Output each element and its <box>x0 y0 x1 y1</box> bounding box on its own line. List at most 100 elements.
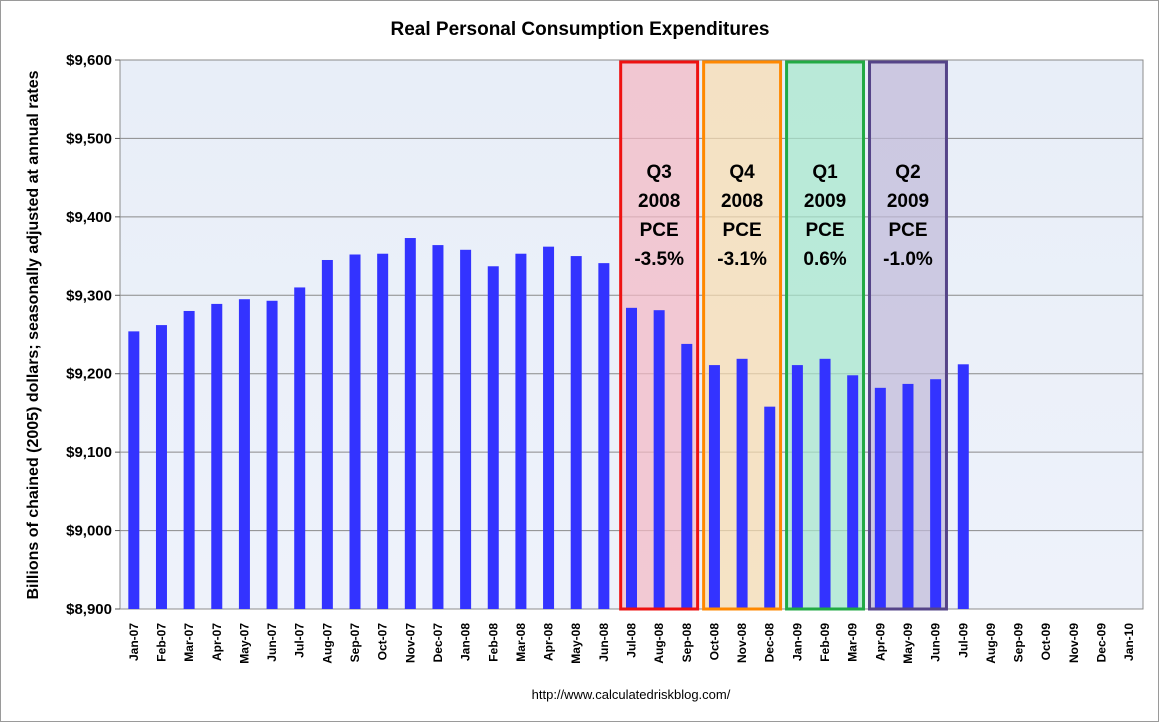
x-tick-label: Feb-07 <box>154 623 168 662</box>
x-tick-label: Jul-07 <box>293 623 307 658</box>
bar-mar-09 <box>847 375 859 609</box>
x-tick-label: Jul-09 <box>956 623 970 658</box>
y-tick-label: $9,300 <box>66 287 112 304</box>
source-url: http://www.calculatedriskblog.com/ <box>532 687 731 702</box>
bar-feb-08 <box>487 266 499 609</box>
x-tick-label: Feb-09 <box>818 623 832 662</box>
bar-jul-09 <box>957 364 969 609</box>
region-q4-2008-change: -3.1% <box>717 249 767 270</box>
bar-apr-07 <box>211 303 223 609</box>
region-q2-2009-year: 2009 <box>887 191 929 212</box>
x-tick-label: Jan-08 <box>459 623 473 661</box>
x-tick-label: May-07 <box>237 623 251 664</box>
x-tick-label: Mar-08 <box>514 623 528 662</box>
y-tick-label: $9,500 <box>66 130 112 147</box>
bar-jun-07 <box>266 300 278 609</box>
x-tick-label: Jun-07 <box>265 623 279 662</box>
x-tick-label: Jan-10 <box>1122 623 1136 661</box>
bar-jan-08 <box>460 249 472 609</box>
x-tick-label: Dec-07 <box>431 623 445 663</box>
bar-sep-07 <box>349 254 361 609</box>
x-tick-label: Oct-09 <box>1039 623 1053 661</box>
quarter-annotations: Q3 2008 PCE -3.5% Q4 2008 PCE -3.1% Q1 2009 PCE 0.6… <box>634 162 933 270</box>
region-q2-2009-change: -1.0% <box>883 249 933 270</box>
x-tick-label: Nov-07 <box>403 623 417 663</box>
y-axis-label: Billions of chained (2005) dollars; seas… <box>25 70 42 599</box>
bar-mar-08 <box>515 253 527 609</box>
bar-aug-07 <box>321 259 333 609</box>
region-q2-2009-border <box>868 60 948 611</box>
region-q3-2008-border <box>619 60 700 611</box>
bar-jun-09 <box>930 379 942 609</box>
x-tick-label: Sep-09 <box>1012 623 1026 663</box>
x-tick-label: Mar-09 <box>846 623 860 662</box>
y-tick-label: $9,200 <box>66 366 112 383</box>
bar-may-09 <box>902 383 914 609</box>
bar-jan-07 <box>128 331 140 609</box>
x-tick-label: Jun-09 <box>929 623 943 662</box>
region-q3-2008-quarter: Q3 <box>646 162 671 183</box>
x-tick-label: Oct-08 <box>707 623 721 661</box>
region-q1-2009-border <box>785 60 866 611</box>
x-tick-label: Apr-09 <box>873 623 887 661</box>
x-tick-label: Dec-08 <box>763 623 777 663</box>
x-tick-label: Oct-07 <box>376 623 390 661</box>
y-axis-ticks: $8,900 $9,000 $9,100 $9,200 $9,300 $9,400 $9,5… <box>66 52 120 618</box>
y-tick-label: $9,000 <box>66 523 112 540</box>
bar-feb-07 <box>155 325 167 609</box>
bar-mar-07 <box>183 310 195 609</box>
bar-aug-08 <box>653 310 665 609</box>
y-tick-label: $9,100 <box>66 444 112 461</box>
bar-jun-08 <box>598 263 610 609</box>
x-tick-label: Sep-07 <box>348 623 362 663</box>
bar-jul-08 <box>626 307 637 609</box>
x-tick-label: Aug-07 <box>320 623 334 664</box>
y-tick-label: $9,600 <box>66 52 112 69</box>
x-tick-label: Feb-08 <box>486 623 500 662</box>
bar-oct-07 <box>377 253 389 609</box>
chart-title: Real Personal Consumption Expenditures <box>390 19 769 40</box>
region-q2-2009-quarter: Q2 <box>895 162 920 183</box>
x-tick-label: Nov-08 <box>735 623 749 663</box>
quarter-region-borders <box>619 60 948 611</box>
region-q3-2008-change: -3.5% <box>634 249 684 270</box>
x-tick-label: Jan-07 <box>127 623 141 661</box>
x-axis-ticks: Jan-07 Feb-07 Mar-07 Apr-07 May-07 Jun-07 Jul-… <box>127 623 1136 664</box>
region-q4-2008-year: 2008 <box>721 191 763 212</box>
bar-jul-07 <box>294 287 306 609</box>
region-q4-2008-border <box>702 60 783 611</box>
x-tick-label: Aug-09 <box>984 623 998 664</box>
region-q3-2008-year: 2008 <box>638 191 680 212</box>
x-tick-label: May-09 <box>901 623 915 664</box>
bars <box>128 238 969 610</box>
x-tick-label: Apr-07 <box>210 623 224 661</box>
x-tick-label: Sep-08 <box>680 623 694 663</box>
region-q2-2009-metric: PCE <box>888 220 927 241</box>
x-tick-label: Jul-08 <box>625 623 639 658</box>
bar-may-07 <box>238 299 250 609</box>
x-tick-label: Apr-08 <box>542 623 556 661</box>
region-q3-2008-metric: PCE <box>640 220 679 241</box>
bar-jan-09 <box>791 365 803 609</box>
bar-sep-08 <box>681 343 693 609</box>
region-q1-2009-metric: PCE <box>806 220 845 241</box>
x-tick-label: Jun-08 <box>597 623 611 662</box>
bar-dec-08 <box>764 406 776 609</box>
x-tick-label: May-08 <box>569 623 583 664</box>
bar-nov-08 <box>736 358 748 609</box>
bar-feb-09 <box>819 358 831 609</box>
y-tick-label: $9,400 <box>66 209 112 226</box>
bar-dec-07 <box>432 245 444 609</box>
region-q4-2008-quarter: Q4 <box>729 162 755 183</box>
bar-may-08 <box>570 256 582 609</box>
x-tick-label: Nov-09 <box>1067 623 1081 663</box>
region-q1-2009-quarter: Q1 <box>812 162 838 183</box>
bar-apr-09 <box>874 387 886 609</box>
region-q1-2009-year: 2009 <box>804 191 846 212</box>
bar-apr-08 <box>543 246 555 609</box>
region-q4-2008-metric: PCE <box>723 220 762 241</box>
y-tick-label: $8,900 <box>66 601 112 618</box>
region-q1-2009-change: 0.6% <box>803 249 846 270</box>
